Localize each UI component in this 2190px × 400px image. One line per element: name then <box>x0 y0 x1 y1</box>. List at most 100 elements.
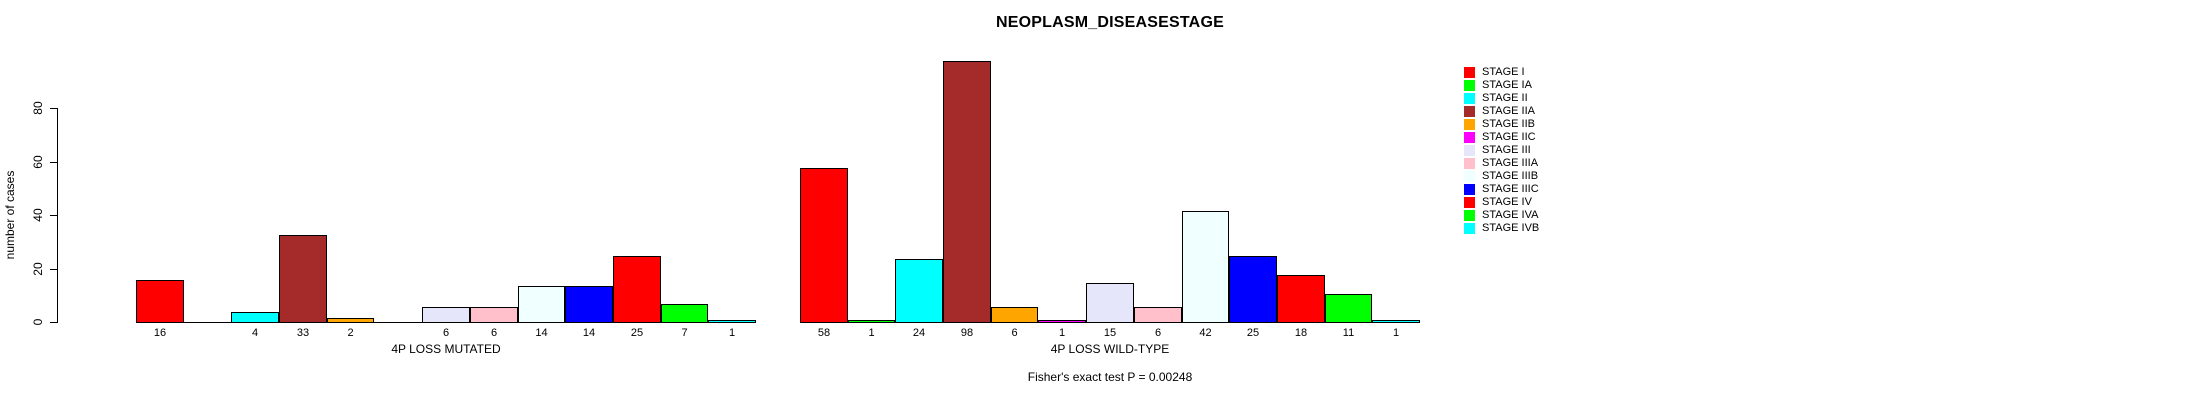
y-tick-label-40: 40 <box>31 208 45 222</box>
bar-stage-iii <box>1086 283 1134 323</box>
bar-stage-iiia <box>1134 307 1182 323</box>
legend-item-stage-ii: STAGE II <box>1464 92 1684 105</box>
bar-stage-iia <box>279 235 327 323</box>
bar-value-label: 1 <box>868 327 875 339</box>
legend-item-label: STAGE II <box>1482 92 1528 104</box>
bar-stage-iv <box>1277 275 1325 323</box>
legend-item-stage-iiic: STAGE IIIC <box>1464 183 1684 196</box>
legend-item-stage-iib: STAGE IIB <box>1464 118 1684 131</box>
panel-4p-loss-wild-type: 58 1 24 98 6 1 15 6 42 25 18 11 1 4P LOSS WILD-TYPE <box>800 0 1420 400</box>
legend-item-stage-iic: STAGE IIC <box>1464 131 1684 144</box>
bar-value-label: 25 <box>630 327 644 339</box>
y-axis-tick <box>50 215 57 216</box>
legend-swatch-icon <box>1464 106 1475 117</box>
y-axis-tick <box>50 322 57 323</box>
bar-stage-iiib <box>1182 211 1229 323</box>
legend-item-label: STAGE IIC <box>1482 131 1536 143</box>
bar-value-label: 16 <box>153 327 167 339</box>
legend-item-stage-ia: STAGE IA <box>1464 79 1684 92</box>
y-axis-tick <box>50 108 57 109</box>
bar-stage-ii <box>895 259 943 323</box>
legend-item-label: STAGE III <box>1482 144 1531 156</box>
bar-value-label: 25 <box>1246 327 1260 339</box>
legend-item-label: STAGE IIA <box>1482 105 1535 117</box>
legend: STAGE I STAGE IA STAGE II STAGE IIA STAGE II… <box>1464 66 1684 235</box>
bar-value-label: 15 <box>1103 327 1117 339</box>
bar-value-label: 6 <box>442 327 450 339</box>
bar-value-label: 7 <box>681 327 688 339</box>
legend-item-label: STAGE IIIC <box>1482 183 1539 195</box>
bar-value-label: 6 <box>1011 327 1018 339</box>
legend-swatch-icon <box>1464 158 1475 169</box>
bar-value-label: 4 <box>251 327 259 339</box>
legend-item-stage-iiia: STAGE IIIA <box>1464 157 1684 170</box>
bar-stage-iv <box>613 256 661 323</box>
bar-value-label: 58 <box>817 327 831 339</box>
legend-swatch-icon <box>1464 80 1475 91</box>
legend-swatch-icon <box>1464 67 1475 78</box>
legend-item-label: STAGE IIIB <box>1482 170 1539 182</box>
panel-4p-loss-mutated: 16 4 33 2 6 6 14 14 25 7 1 4P LOSS MUTATED <box>136 0 756 400</box>
bar-stage-iib <box>991 307 1038 323</box>
bar-value-label: 18 <box>1294 327 1308 339</box>
bars-group-wild-type: 58 1 24 98 6 1 15 6 42 25 18 11 1 <box>800 0 1420 400</box>
bar-value-label: 33 <box>296 327 310 339</box>
legend-swatch-icon <box>1464 93 1475 104</box>
bars-group-mutated: 16 4 33 2 6 6 14 14 25 7 1 <box>136 0 756 400</box>
legend-item-stage-ivb: STAGE IVB <box>1464 222 1684 235</box>
legend-item-label: STAGE IVA <box>1482 209 1539 221</box>
bar-stage-iva <box>661 304 708 323</box>
bar-value-label: 6 <box>490 327 498 339</box>
legend-item-stage-iva: STAGE IVA <box>1464 209 1684 222</box>
bar-stage-iia <box>943 61 991 323</box>
bar-value-label: 11 <box>1342 327 1355 339</box>
bar-stage-iiic <box>1229 256 1277 323</box>
y-tick-label-0: 0 <box>31 318 45 326</box>
y-tick-label-60: 60 <box>31 155 45 169</box>
y-axis-label: number of cases <box>3 170 17 260</box>
legend-item-stage-iv: STAGE IV <box>1464 196 1684 209</box>
bar-value-label: 14 <box>582 327 596 339</box>
y-axis-line <box>57 108 58 323</box>
bar-stage-iiib <box>518 286 565 323</box>
bar-stage-iva <box>1325 294 1372 323</box>
y-tick-label-80: 80 <box>31 101 45 115</box>
y-tick-label-20: 20 <box>31 262 45 276</box>
bar-value-label: 98 <box>960 327 974 339</box>
bar-value-label: 2 <box>347 327 354 339</box>
x-axis-line <box>800 322 1420 323</box>
y-axis-tick <box>50 269 57 270</box>
bar-stage-iii <box>422 307 470 323</box>
bar-value-label: 14 <box>535 327 548 339</box>
x-axis-label-wild-type: 4P LOSS WILD-TYPE <box>1050 342 1170 356</box>
legend-swatch-icon <box>1464 171 1475 182</box>
legend-item-label: STAGE IIB <box>1482 118 1535 130</box>
x-axis-line <box>136 322 756 323</box>
legend-item-stage-i: STAGE I <box>1464 66 1684 79</box>
legend-item-label: STAGE I <box>1482 66 1525 78</box>
chart-title: NEOPLASM_DISEASESTAGE <box>996 14 1224 31</box>
legend-item-label: STAGE IA <box>1482 79 1532 91</box>
bar-stage-i <box>800 168 848 323</box>
y-axis-tick <box>50 162 57 163</box>
x-axis-label-mutated: 4P LOSS MUTATED <box>391 342 501 356</box>
legend-swatch-icon <box>1464 132 1475 143</box>
legend-swatch-icon <box>1464 197 1475 208</box>
legend-item-stage-iia: STAGE IIA <box>1464 105 1684 118</box>
legend-item-label: STAGE IVB <box>1482 222 1540 234</box>
bar-value-label: 1 <box>1058 327 1066 339</box>
bar-value-label: 1 <box>1392 327 1400 339</box>
legend-item-label: STAGE IIIA <box>1482 157 1539 169</box>
legend-item-stage-iiib: STAGE IIIB <box>1464 170 1684 183</box>
bar-value-label: 1 <box>728 327 736 339</box>
bar-stage-iiic <box>565 286 613 323</box>
legend-swatch-icon <box>1464 119 1475 130</box>
bar-stage-i <box>136 280 184 323</box>
legend-swatch-icon <box>1464 145 1475 156</box>
fisher-test-note: Fisher's exact test P = 0.00248 <box>1027 370 1193 384</box>
legend-swatch-icon <box>1464 184 1475 195</box>
bar-value-label: 24 <box>912 327 926 339</box>
legend-item-label: STAGE IV <box>1482 196 1532 208</box>
legend-swatch-icon <box>1464 223 1475 234</box>
